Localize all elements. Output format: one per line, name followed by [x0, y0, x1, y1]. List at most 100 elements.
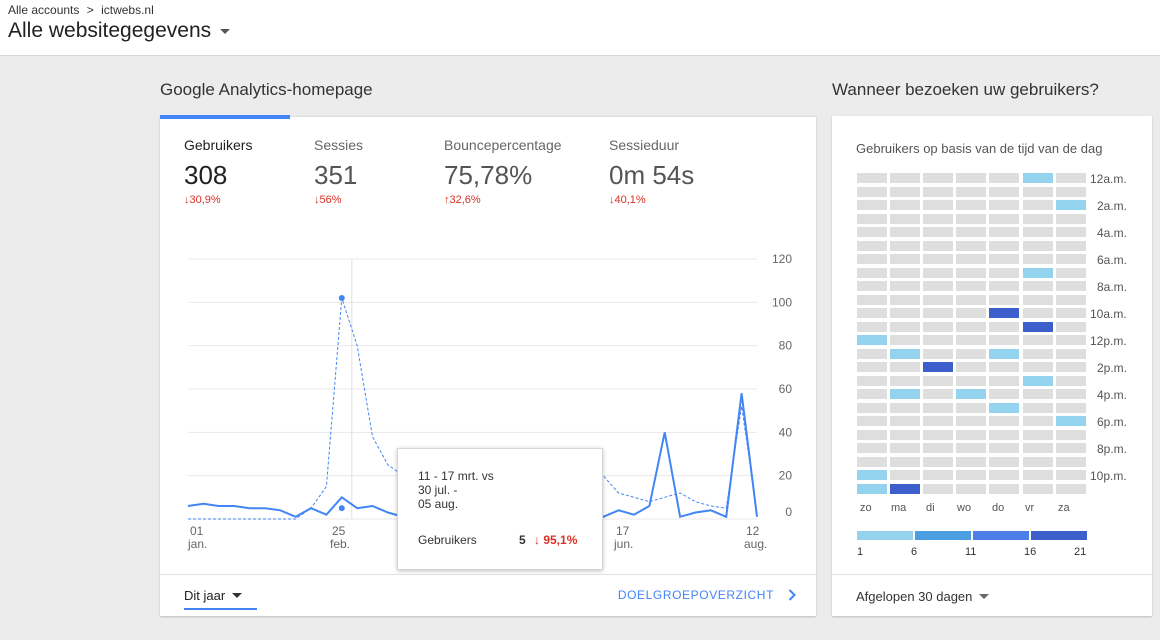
heatmap-cell[interactable] [923, 335, 954, 345]
heatmap-cell[interactable] [956, 200, 987, 210]
heatmap-cell[interactable] [1055, 294, 1086, 305]
heatmap-cell[interactable] [890, 281, 921, 291]
heatmap-cell[interactable] [1055, 254, 1086, 264]
heatmap-cell[interactable] [1055, 213, 1086, 224]
heatmap-cell[interactable] [857, 254, 887, 264]
heatmap-cell[interactable] [956, 294, 987, 305]
heatmap-cell[interactable] [1055, 389, 1086, 399]
heatmap-cell[interactable] [956, 483, 987, 494]
heatmap-cell[interactable] [923, 443, 954, 453]
heatmap-cell[interactable] [1022, 470, 1053, 480]
heatmap-cell[interactable] [1022, 294, 1053, 305]
heatmap-cell[interactable] [989, 321, 1020, 332]
heatmap-cell[interactable] [890, 389, 921, 399]
heatmap-cell[interactable] [923, 240, 954, 251]
heatmap-cell[interactable] [1022, 335, 1053, 345]
heatmap-cell[interactable] [1055, 186, 1086, 197]
heatmap-cell[interactable] [989, 281, 1020, 291]
heatmap-cell[interactable] [1022, 362, 1053, 372]
heatmap-cell[interactable] [1055, 321, 1086, 332]
heatmap-cell[interactable] [890, 254, 921, 264]
heatmap-cell[interactable] [1022, 429, 1053, 440]
heatmap-cell[interactable] [956, 321, 987, 332]
heatmap-cell[interactable] [1022, 213, 1053, 224]
heatmap-cell[interactable] [956, 348, 987, 359]
heatmap-cell[interactable] [1022, 321, 1053, 332]
metric-tab-gebruikers[interactable]: Gebruikers 308 ↓30,9% [184, 137, 252, 206]
audience-overview-link[interactable]: DOELGROEPOVERZICHT [618, 588, 796, 602]
heatmap-cell[interactable] [890, 483, 921, 494]
breadcrumb-accounts[interactable]: Alle accounts [8, 3, 80, 17]
heatmap-cell[interactable] [923, 186, 954, 197]
heatmap-cell[interactable] [890, 294, 921, 305]
heatmap-cell[interactable] [857, 375, 887, 386]
heatmap-cell[interactable] [890, 402, 921, 413]
heatmap-cell[interactable] [1022, 389, 1053, 399]
heatmap-cell[interactable] [1055, 227, 1086, 237]
heatmap-cell[interactable] [923, 308, 954, 318]
heatmap-cell[interactable] [857, 389, 887, 399]
heatmap-cell[interactable] [989, 200, 1020, 210]
heatmap-cell[interactable] [890, 375, 921, 386]
heatmap-cell[interactable] [956, 227, 987, 237]
heatmap-cell[interactable] [1055, 362, 1086, 372]
heatmap-cell[interactable] [923, 200, 954, 210]
heatmap-cell[interactable] [1022, 375, 1053, 386]
heatmap-cell[interactable] [857, 456, 887, 467]
side-date-range-selector[interactable]: Afgelopen 30 dagen [856, 589, 990, 604]
heatmap-cell[interactable] [1022, 402, 1053, 413]
heatmap-cell[interactable] [890, 470, 921, 480]
heatmap-cell[interactable] [989, 186, 1020, 197]
heatmap-cell[interactable] [989, 308, 1020, 318]
heatmap-cell[interactable] [989, 254, 1020, 264]
heatmap-cell[interactable] [1055, 456, 1086, 467]
heatmap-cell[interactable] [1055, 375, 1086, 386]
heatmap-cell[interactable] [890, 443, 921, 453]
heatmap-cell[interactable] [989, 362, 1020, 372]
heatmap-cell[interactable] [890, 173, 921, 183]
heatmap-cell[interactable] [1055, 240, 1086, 251]
heatmap-cell[interactable] [956, 389, 987, 399]
heatmap-cell[interactable] [923, 483, 954, 494]
heatmap-cell[interactable] [1055, 267, 1086, 278]
heatmap-cell[interactable] [857, 173, 887, 183]
heatmap-cell[interactable] [857, 470, 887, 480]
heatmap-cell[interactable] [989, 443, 1020, 453]
heatmap-cell[interactable] [890, 456, 921, 467]
heatmap-cell[interactable] [890, 240, 921, 251]
heatmap-cell[interactable] [989, 173, 1020, 183]
heatmap-cell[interactable] [989, 470, 1020, 480]
heatmap-cell[interactable] [1022, 200, 1053, 210]
heatmap-cell[interactable] [857, 348, 887, 359]
heatmap-cell[interactable] [989, 348, 1020, 359]
heatmap-cell[interactable] [989, 416, 1020, 426]
heatmap-cell[interactable] [857, 213, 887, 224]
heatmap-cell[interactable] [989, 240, 1020, 251]
heatmap-cell[interactable] [989, 483, 1020, 494]
heatmap-cell[interactable] [923, 362, 954, 372]
heatmap-cell[interactable] [1022, 308, 1053, 318]
metric-tab-bouncepercentage[interactable]: Bouncepercentage 75,78% ↑32,6% [444, 137, 562, 206]
heatmap-cell[interactable] [1055, 470, 1086, 480]
heatmap-cell[interactable] [890, 227, 921, 237]
heatmap-cell[interactable] [923, 227, 954, 237]
heatmap-cell[interactable] [923, 173, 954, 183]
heatmap-cell[interactable] [857, 281, 887, 291]
heatmap-cell[interactable] [1022, 173, 1053, 183]
heatmap-cell[interactable] [923, 267, 954, 278]
heatmap-cell[interactable] [923, 254, 954, 264]
heatmap-cell[interactable] [857, 429, 887, 440]
heatmap-cell[interactable] [1055, 348, 1086, 359]
heatmap-cell[interactable] [956, 429, 987, 440]
heatmap-cell[interactable] [923, 402, 954, 413]
heatmap-cell[interactable] [1022, 254, 1053, 264]
heatmap-cell[interactable] [923, 375, 954, 386]
heatmap-cell[interactable] [857, 294, 887, 305]
heatmap-cell[interactable] [1055, 173, 1086, 183]
heatmap-cell[interactable] [1022, 186, 1053, 197]
heatmap-cell[interactable] [857, 335, 887, 345]
heatmap-cell[interactable] [890, 416, 921, 426]
heatmap-cell[interactable] [1055, 335, 1086, 345]
heatmap-cell[interactable] [857, 483, 887, 494]
heatmap-cell[interactable] [923, 470, 954, 480]
